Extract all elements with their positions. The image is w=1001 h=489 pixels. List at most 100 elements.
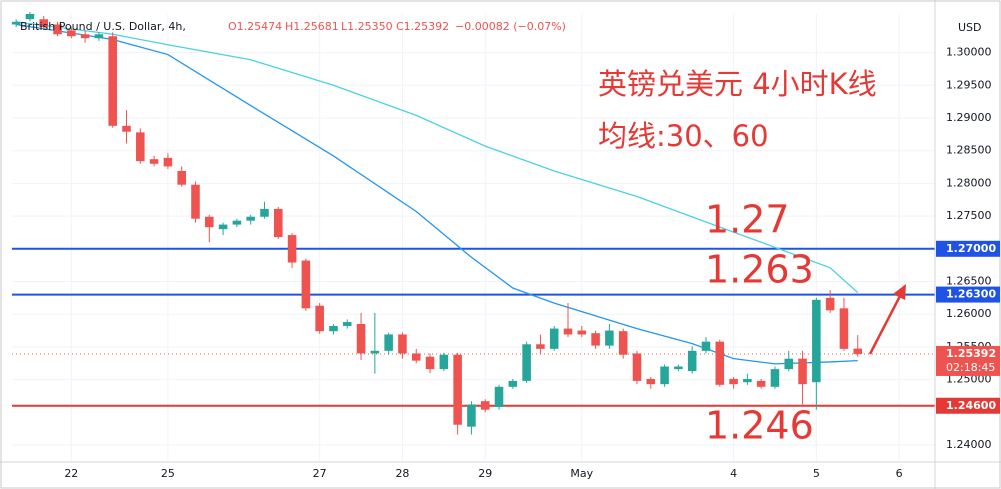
candle-body <box>508 380 518 387</box>
x-tick-label: 29 <box>478 467 492 480</box>
x-tick-label: May <box>570 467 593 480</box>
candle-body <box>25 14 35 20</box>
candle-body <box>453 354 462 425</box>
level-label-bg <box>936 286 1000 303</box>
arrow-head <box>893 284 906 300</box>
y-tick-label: 1.30000 <box>946 46 992 59</box>
level-label: 1.27000 <box>946 242 996 255</box>
candle-body <box>646 378 656 385</box>
candle-body <box>729 378 738 385</box>
candle-body <box>163 157 173 167</box>
x-tick-label: 5 <box>813 467 820 480</box>
y-tick-label: 1.26500 <box>946 274 992 287</box>
candle-body <box>425 356 435 370</box>
candle-body <box>798 358 807 385</box>
y-tick-label: 1.24000 <box>946 438 992 451</box>
x-tick-label: 28 <box>395 467 409 480</box>
candle-body <box>136 132 145 162</box>
candle-body <box>605 330 614 346</box>
last-price-bg <box>936 345 1000 376</box>
x-tick-label: 25 <box>161 467 175 480</box>
grid <box>12 14 935 462</box>
x-tick-label: 4 <box>730 467 737 480</box>
candle-body <box>563 328 573 335</box>
candle-body <box>246 216 255 221</box>
annotation: 1.27 <box>705 198 790 242</box>
y-tick-label: 1.29500 <box>946 78 992 91</box>
candle-body <box>674 366 683 370</box>
candle-body <box>549 328 559 349</box>
arrow-shaft <box>868 295 902 355</box>
candle-body <box>260 208 269 217</box>
candle-body <box>301 260 311 309</box>
y-tick-label: 1.28500 <box>946 144 992 157</box>
level-label: 1.24600 <box>946 399 996 412</box>
candle-body <box>411 353 421 361</box>
candle-body <box>177 170 186 185</box>
annotation: 英镑兑美元 4小时K线 <box>598 67 877 101</box>
ohlc-close: C1.25392 <box>396 20 449 33</box>
last-price-label: 1.25392 <box>946 347 996 360</box>
candle-body <box>494 386 504 408</box>
candle-body <box>812 299 821 383</box>
y-tick-label: 1.28000 <box>946 176 992 189</box>
candle-body <box>80 34 90 39</box>
plot <box>11 12 935 435</box>
candle-body <box>743 378 752 383</box>
candle-body <box>11 21 21 25</box>
y-tick-label: 1.27500 <box>946 209 992 222</box>
y-tick-label: 1.26000 <box>946 307 992 320</box>
candle-body <box>591 333 600 346</box>
candle-body <box>467 404 476 427</box>
candle-body <box>439 354 449 370</box>
candle-body <box>315 305 324 332</box>
candle-body <box>191 184 200 219</box>
candle-body <box>273 208 283 238</box>
candle-body <box>756 380 766 387</box>
ohlc-open: O1.25474 <box>228 20 282 33</box>
x-tick-label: 27 <box>313 467 327 480</box>
candle-body <box>398 334 407 354</box>
candle-body <box>839 308 849 349</box>
moving-average <box>16 23 858 365</box>
annotation: 均线:30、60 <box>598 119 769 153</box>
candle-body <box>384 334 393 351</box>
level-label: 1.26300 <box>946 288 996 301</box>
candle-body <box>218 224 228 230</box>
candle-body <box>149 159 159 164</box>
arrow <box>868 284 906 355</box>
candle-body <box>536 344 545 349</box>
candle-body <box>522 344 531 381</box>
currency: USD <box>958 21 982 34</box>
candle-body <box>660 366 669 385</box>
candle-body <box>715 341 725 385</box>
symbol: British Pound / U.S. Dollar, 4h, <box>20 20 186 33</box>
candle-body <box>618 331 628 355</box>
candle-body <box>122 125 131 132</box>
ohlc-low: L1.25350 <box>341 20 393 33</box>
annotation: 1.263 <box>705 248 814 292</box>
candle-body <box>632 353 642 381</box>
y-tick-label: 1.29000 <box>946 111 992 124</box>
candle-body <box>108 36 117 126</box>
candle-body <box>370 350 380 354</box>
moving-average <box>16 21 859 294</box>
candle-body <box>687 350 697 372</box>
candle-body <box>94 34 104 39</box>
candle-body <box>232 220 242 225</box>
candle-body <box>784 358 794 370</box>
candle-body <box>342 322 352 326</box>
candle-body <box>39 19 49 28</box>
ohlc-change: −0.00082 (−0.07%) <box>455 20 566 33</box>
candle-body <box>356 324 366 354</box>
candle-body <box>825 297 835 311</box>
candle-body <box>329 325 338 332</box>
level-label-bg <box>936 397 1000 414</box>
candle-body <box>205 216 214 228</box>
candle-body <box>67 30 76 37</box>
candle-body <box>701 341 711 351</box>
level-label-bg <box>936 240 1000 257</box>
annotation: 1.246 <box>705 404 814 448</box>
